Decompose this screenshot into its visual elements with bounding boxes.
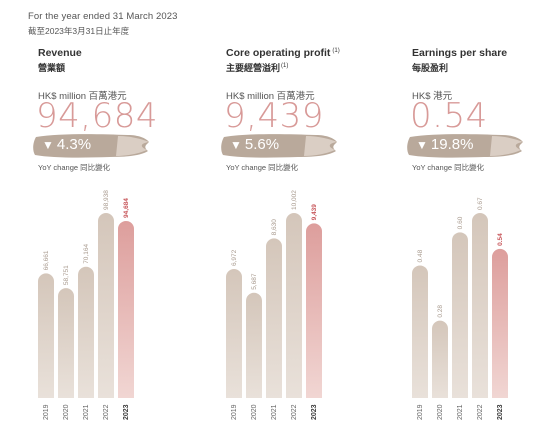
bar-value-label: 0.67 xyxy=(477,197,484,210)
yoy-change-label: YoY change 同比變化 xyxy=(412,163,485,172)
panel-title: Revenue xyxy=(38,47,82,59)
panel-title: Core operating profit (1) xyxy=(226,47,340,59)
down-triangle-icon: ▼ xyxy=(42,137,54,152)
panel-title-zh: 營業額 xyxy=(38,63,66,73)
year-tick-label: 2020 xyxy=(437,404,444,420)
unit-label: HK$ million 百萬港元 xyxy=(38,91,127,102)
bar-value-label: 94,684 xyxy=(123,198,130,218)
brush-stroke xyxy=(221,134,337,158)
unit-label: HK$ 港元 xyxy=(412,91,453,102)
year-tick-label: 2020 xyxy=(63,404,70,420)
bar-2023 xyxy=(306,223,322,398)
year-tick-label: 2023 xyxy=(123,404,130,420)
yoy-change: ▼ 4.3% xyxy=(42,136,92,153)
unit-label: HK$ million 百萬港元 xyxy=(226,91,315,102)
period-label-zh: 截至2023年3月31日止年度 xyxy=(28,26,130,36)
panel-title: Earnings per share xyxy=(412,47,508,59)
year-tick-label: 2022 xyxy=(477,404,484,420)
headline-value: 0.54 xyxy=(410,96,488,136)
year-tick-label: 2021 xyxy=(271,404,278,420)
bar-2021 xyxy=(266,238,282,398)
year-tick-label: 2019 xyxy=(231,404,238,420)
bar-value-label: 0.54 xyxy=(497,233,504,246)
bar-2020 xyxy=(58,288,74,398)
yoy-change-label: YoY change 同比變化 xyxy=(38,163,111,172)
bar-2020 xyxy=(432,320,448,398)
yoy-change: ▼ 19.8% xyxy=(416,136,474,153)
report-header: For the year ended 31 March 2023 截至2023年… xyxy=(28,11,178,37)
bar-value-label: 10,002 xyxy=(291,190,298,210)
revenue-panel: Revenue 營業額 HK$ million 百萬港元 94,684 ▼ 4.3… xyxy=(33,0,188,437)
bar-value-label: 98,938 xyxy=(103,190,110,210)
headline-value: 9,439 xyxy=(224,96,324,136)
year-tick-label: 2023 xyxy=(311,404,318,420)
bar-2022 xyxy=(98,213,114,398)
bar-2020 xyxy=(246,292,262,398)
bar-value-label: 0.28 xyxy=(437,305,444,318)
year-tick-label: 2021 xyxy=(83,404,90,420)
bar-2019 xyxy=(38,273,54,398)
bar-2021 xyxy=(78,266,94,398)
core-operating-profit-bar-chart: 6,972 2019 5,687 2020 8,630 2021 10,002 2022 9,4… xyxy=(226,190,322,420)
year-tick-label: 2020 xyxy=(251,404,258,420)
panel-title-zh: 每股盈利 xyxy=(412,63,449,73)
headline-value: 94,684 xyxy=(36,96,158,136)
bar-value-label: 8,630 xyxy=(271,219,278,236)
bar-value-label: 0.60 xyxy=(457,216,464,229)
earnings-per-share-bar-chart: 0.48 2019 0.28 2020 0.60 2021 0.67 2022 0.54 2023 xyxy=(412,197,508,420)
bar-2022 xyxy=(286,213,302,398)
year-tick-label: 2019 xyxy=(417,404,424,420)
bar-value-label: 66,661 xyxy=(43,250,50,270)
bar-value-label: 58,751 xyxy=(63,265,70,285)
brush-stroke xyxy=(33,134,149,158)
down-triangle-icon: ▼ xyxy=(416,137,428,152)
bar-value-label: 5,687 xyxy=(251,273,258,290)
bar-2019 xyxy=(226,269,242,398)
bar-2023 xyxy=(118,220,134,398)
bar-2022 xyxy=(472,213,488,398)
year-tick-label: 2022 xyxy=(291,404,298,420)
bar-2023 xyxy=(492,248,508,398)
bar-value-label: 9,439 xyxy=(311,204,318,221)
panel-title-zh: 主要經營溢利(1) xyxy=(226,63,289,73)
year-tick-label: 2019 xyxy=(43,404,50,420)
earnings-per-share-panel: Earnings per share 每股盈利 HK$ 港元 0.54 ▼ 19.… xyxy=(407,0,542,437)
bar-value-label: 70,164 xyxy=(83,244,90,264)
core-operating-profit-panel: Core operating profit (1) 主要經營溢利(1) HK$ m… xyxy=(221,0,376,437)
bar-2019 xyxy=(412,265,428,398)
brush-stroke xyxy=(407,134,523,158)
yoy-change-label: YoY change 同比變化 xyxy=(226,163,299,172)
down-triangle-icon: ▼ xyxy=(230,137,242,152)
yoy-change: ▼ 5.6% xyxy=(230,136,280,153)
year-tick-label: 2022 xyxy=(103,404,110,420)
revenue-bar-chart: 66,661 2019 58,751 2020 70,164 2021 98,938 2022… xyxy=(38,190,134,420)
year-tick-label: 2023 xyxy=(497,404,504,420)
bar-value-label: 0.48 xyxy=(417,249,424,262)
bar-2021 xyxy=(452,232,468,398)
period-label-en: For the year ended 31 March 2023 xyxy=(28,11,178,22)
bar-value-label: 6,972 xyxy=(231,249,238,266)
year-tick-label: 2021 xyxy=(457,404,464,420)
